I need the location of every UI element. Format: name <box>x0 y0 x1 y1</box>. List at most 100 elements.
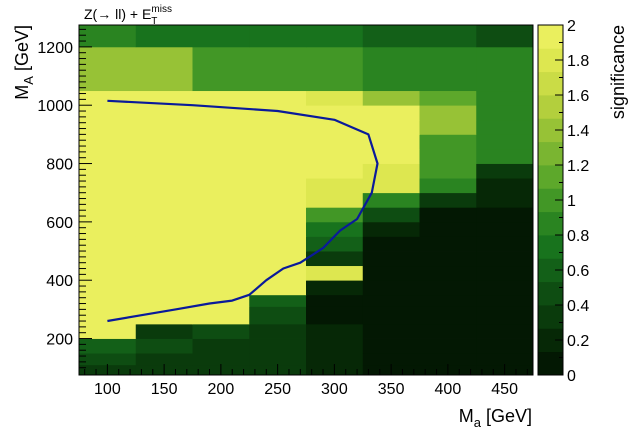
x-tick-label: 400 <box>435 381 462 398</box>
heatmap-cell <box>306 207 364 223</box>
color-scale-band <box>538 328 563 353</box>
heatmap-cell <box>79 68 137 92</box>
heatmap-cell <box>476 265 534 281</box>
heatmap-cell <box>192 221 250 237</box>
x-tick-label: 300 <box>321 381 348 398</box>
heatmap-cell <box>306 163 364 179</box>
heatmap-cell <box>135 338 193 354</box>
heatmap-cell <box>306 338 364 354</box>
heatmap-cell <box>135 192 193 208</box>
heatmap-cell <box>135 207 193 223</box>
color-scale-tick-label: 1.2 <box>567 158 589 175</box>
heatmap-cell <box>249 207 307 223</box>
heatmap-cell <box>135 163 193 179</box>
heatmap-cell <box>362 46 420 70</box>
color-scale-band <box>538 48 563 73</box>
heatmap-cell <box>249 338 307 354</box>
y-tick-label: 1000 <box>37 98 73 115</box>
heatmap-cell <box>306 306 364 325</box>
y-axis-label: MA [GeV] <box>12 25 36 100</box>
heatmap-cell <box>192 119 250 135</box>
heatmap-cell <box>192 25 250 48</box>
x-tick-label: 350 <box>378 381 405 398</box>
heatmap-cell <box>249 163 307 179</box>
heatmap-cell <box>79 119 137 135</box>
heatmap-cell <box>306 323 364 339</box>
heatmap-cell <box>419 119 477 135</box>
heatmap-cell <box>362 207 420 223</box>
heatmap-cell <box>79 251 137 267</box>
heatmap-cell <box>79 306 137 325</box>
heatmap-cell <box>249 353 307 366</box>
color-scale-band <box>538 118 563 143</box>
heatmap-cell <box>306 25 364 48</box>
color-scale-band <box>538 235 563 259</box>
y-tick-label: 600 <box>46 215 73 232</box>
heatmap-cell <box>192 338 250 354</box>
heatmap-cell <box>192 306 250 325</box>
color-scale-band <box>538 71 563 96</box>
heatmap-cell <box>362 280 420 296</box>
color-scale-tick-label: 1.4 <box>567 123 589 140</box>
heatmap-cell <box>476 353 534 366</box>
heatmap-cell <box>135 236 193 252</box>
heatmap-cell <box>419 251 477 267</box>
heatmap-cell <box>476 207 534 223</box>
y-axis: 200 400 600 800 1000 1200 <box>37 28 92 369</box>
heatmap-cell <box>362 338 420 354</box>
heatmap-cell <box>192 90 250 106</box>
heatmap-cell <box>306 236 364 252</box>
color-scale-band <box>538 95 563 119</box>
heatmap-cell <box>192 323 250 339</box>
heatmap-cell <box>362 265 420 281</box>
chart-title: Z(→ ll) + ETmiss <box>84 4 172 27</box>
color-scale-band <box>538 25 563 49</box>
color-scale-band <box>538 188 563 213</box>
heatmap-cell <box>419 236 477 252</box>
heatmap-cell <box>362 306 420 325</box>
heatmap-cell <box>476 25 534 48</box>
heatmap-cell <box>476 163 534 179</box>
heatmap-cell <box>362 134 420 150</box>
heatmap-cell <box>135 280 193 296</box>
heatmap-cell <box>192 353 250 366</box>
heatmap-cell <box>135 119 193 135</box>
heatmap-cell <box>79 25 137 48</box>
heatmap-cell <box>249 178 307 194</box>
heatmap-cell <box>419 338 477 354</box>
heatmap-cell <box>476 192 534 208</box>
heatmap-cell <box>419 148 477 164</box>
color-scale-label: significance <box>608 25 628 119</box>
heatmap-cell <box>135 251 193 267</box>
heatmap-cell <box>362 251 420 267</box>
heatmap-cell <box>249 236 307 252</box>
heatmap-cell <box>362 119 420 135</box>
heatmap-cell <box>306 178 364 194</box>
heatmap-cell <box>476 148 534 164</box>
heatmap-cell <box>79 105 137 121</box>
heatmap-cell <box>135 306 193 325</box>
heatmap-cell <box>79 323 137 339</box>
heatmap-cell <box>192 280 250 296</box>
heatmap-cell <box>249 294 307 307</box>
color-scale-tick-label: 0.2 <box>567 333 589 350</box>
heatmap-cell <box>79 353 137 366</box>
color-scale: 0 0.2 0.4 0.6 0.8 1 1.2 1.4 1.6 1.8 2 <box>537 18 589 385</box>
heatmap-cell <box>362 221 420 237</box>
heatmap-cell <box>419 25 477 48</box>
heatmap-cell <box>192 148 250 164</box>
heatmap-cell <box>476 294 534 307</box>
heatmap-cell <box>192 265 250 281</box>
heatmap-cell <box>192 251 250 267</box>
heatmap-cell <box>419 353 477 366</box>
heatmap-cell <box>79 338 137 354</box>
heatmap-cell <box>362 294 420 307</box>
heatmap-cell <box>362 178 420 194</box>
color-scale-band <box>538 258 563 283</box>
heatmap-cell <box>135 134 193 150</box>
heatmap-cell <box>192 68 250 92</box>
heatmap-cell <box>135 221 193 237</box>
heatmap-cell <box>419 163 477 179</box>
heatmap-cell <box>476 134 534 150</box>
heatmap-cell <box>362 192 420 208</box>
